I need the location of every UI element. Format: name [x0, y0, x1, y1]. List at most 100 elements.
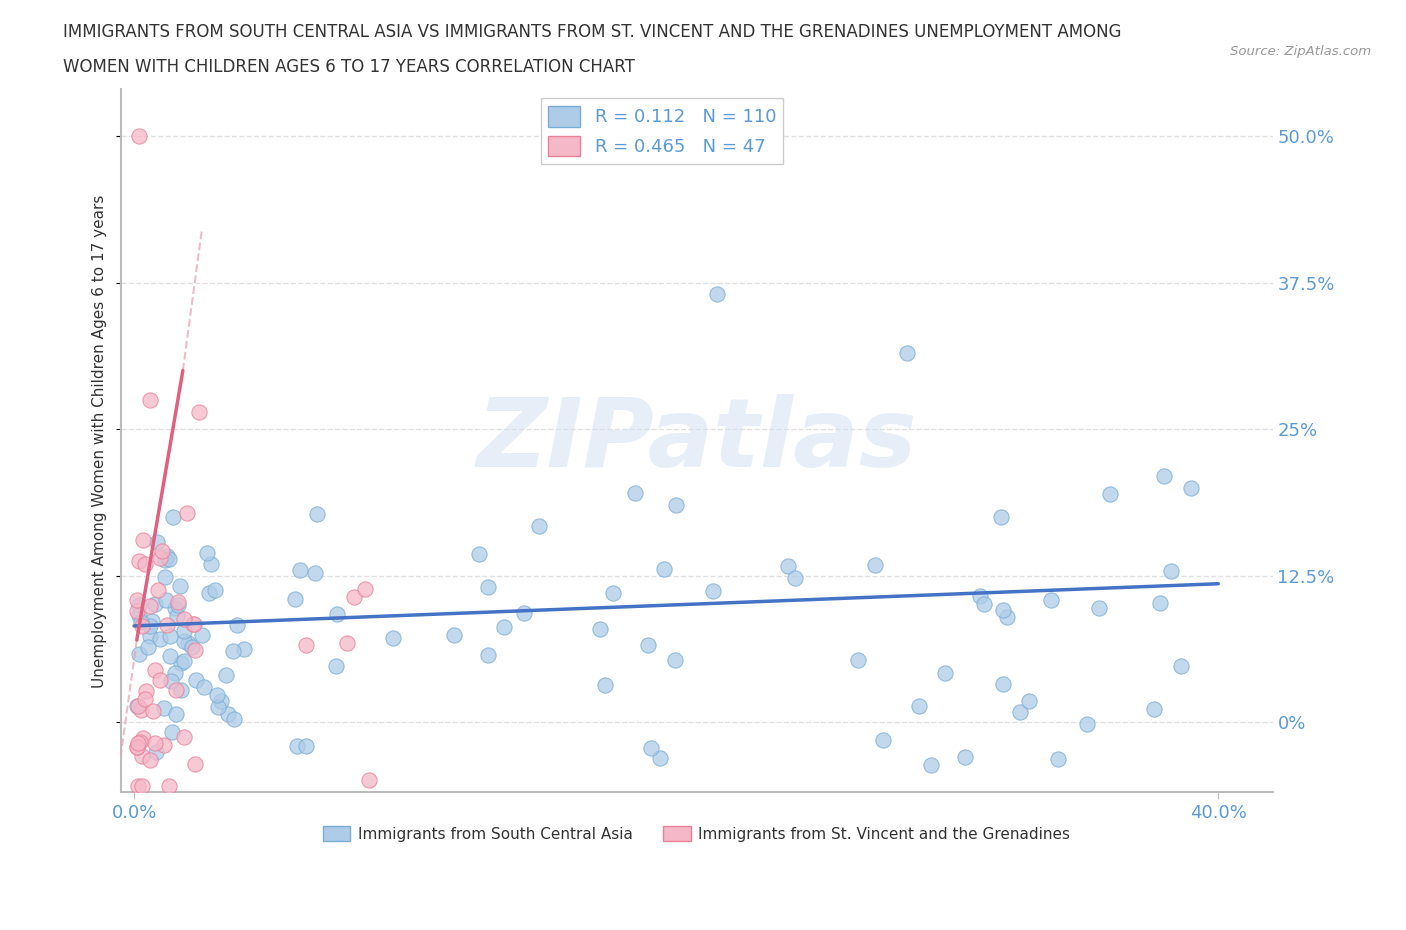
- Point: [163, 601, 186, 616]
- Point: [152, 701, 174, 716]
- Point: [125, 739, 148, 754]
- Point: [359, 773, 381, 788]
- Point: [186, 672, 208, 687]
- Point: [143, 597, 166, 612]
- Point: [204, 582, 226, 597]
- Point: [170, 656, 193, 671]
- Point: [1076, 716, 1098, 731]
- Point: [233, 642, 256, 657]
- Point: [132, 533, 155, 548]
- Point: [173, 624, 195, 639]
- Point: [134, 691, 156, 706]
- Point: [477, 647, 499, 662]
- Point: [180, 639, 202, 654]
- Point: [160, 673, 183, 688]
- Point: [177, 635, 200, 650]
- Point: [183, 617, 205, 631]
- Point: [993, 602, 1015, 617]
- Point: [165, 707, 187, 722]
- Legend: Immigrants from South Central Asia, Immigrants from St. Vincent and the Grenadin: Immigrants from South Central Asia, Immi…: [316, 819, 1077, 848]
- Point: [305, 507, 328, 522]
- Point: [934, 665, 956, 680]
- Point: [173, 633, 195, 648]
- Point: [706, 287, 728, 302]
- Text: ZIPatlas: ZIPatlas: [477, 394, 917, 487]
- Point: [200, 557, 222, 572]
- Point: [995, 609, 1018, 624]
- Point: [169, 578, 191, 593]
- Point: [155, 552, 177, 567]
- Point: [1010, 705, 1032, 720]
- Point: [148, 582, 170, 597]
- Point: [640, 740, 662, 755]
- Point: [139, 598, 162, 613]
- Point: [173, 729, 195, 744]
- Point: [652, 562, 675, 577]
- Point: [157, 779, 180, 794]
- Point: [288, 563, 311, 578]
- Point: [139, 629, 162, 644]
- Point: [198, 585, 221, 600]
- Point: [1098, 486, 1121, 501]
- Point: [163, 666, 186, 681]
- Text: Source: ZipAtlas.com: Source: ZipAtlas.com: [1230, 45, 1371, 58]
- Point: [214, 668, 236, 683]
- Point: [285, 738, 308, 753]
- Point: [131, 779, 153, 794]
- Point: [920, 757, 942, 772]
- Point: [162, 509, 184, 524]
- Point: [193, 679, 215, 694]
- Point: [969, 589, 991, 604]
- Point: [129, 702, 152, 717]
- Point: [128, 607, 150, 622]
- Point: [353, 582, 375, 597]
- Point: [1170, 658, 1192, 673]
- Point: [637, 637, 659, 652]
- Point: [443, 627, 465, 642]
- Point: [159, 628, 181, 643]
- Point: [139, 752, 162, 767]
- Point: [153, 570, 176, 585]
- Point: [143, 736, 166, 751]
- Point: [128, 554, 150, 569]
- Point: [167, 598, 190, 613]
- Point: [187, 405, 209, 419]
- Point: [872, 733, 894, 748]
- Point: [159, 648, 181, 663]
- Point: [343, 590, 366, 604]
- Point: [325, 659, 347, 674]
- Point: [846, 653, 869, 668]
- Point: [165, 683, 187, 698]
- Point: [602, 585, 624, 600]
- Point: [135, 684, 157, 698]
- Point: [156, 618, 179, 632]
- Point: [207, 688, 229, 703]
- Point: [908, 699, 931, 714]
- Text: IMMIGRANTS FROM SOUTH CENTRAL ASIA VS IMMIGRANTS FROM ST. VINCENT AND THE GRENAD: IMMIGRANTS FROM SOUTH CENTRAL ASIA VS IM…: [63, 23, 1122, 41]
- Point: [225, 618, 247, 632]
- Point: [207, 699, 229, 714]
- Point: [127, 592, 149, 607]
- Point: [170, 683, 193, 698]
- Point: [155, 548, 177, 563]
- Point: [776, 558, 799, 573]
- Point: [294, 637, 316, 652]
- Point: [195, 545, 218, 560]
- Point: [527, 518, 550, 533]
- Point: [152, 737, 174, 752]
- Point: [173, 611, 195, 626]
- Point: [184, 643, 207, 658]
- Point: [173, 654, 195, 669]
- Point: [1088, 601, 1111, 616]
- Point: [131, 749, 153, 764]
- Point: [991, 677, 1014, 692]
- Point: [127, 779, 149, 794]
- Point: [145, 744, 167, 759]
- Point: [155, 592, 177, 607]
- Point: [1153, 469, 1175, 484]
- Point: [149, 551, 172, 565]
- Point: [157, 551, 180, 566]
- Point: [494, 619, 516, 634]
- Point: [326, 606, 349, 621]
- Point: [128, 129, 150, 144]
